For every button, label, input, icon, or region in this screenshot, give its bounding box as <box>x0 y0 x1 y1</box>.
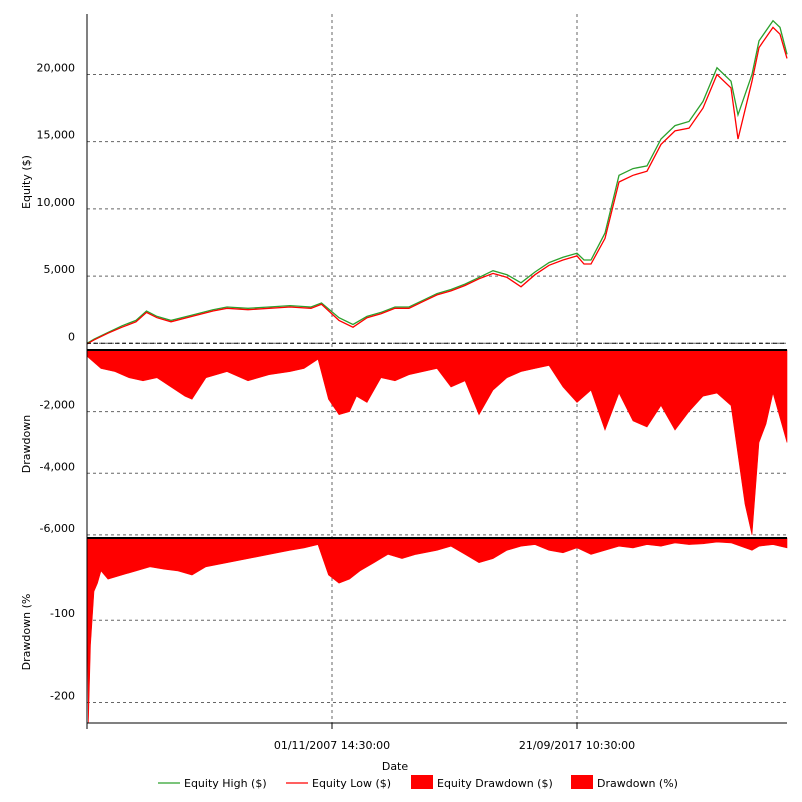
y-tick-label: -200 <box>50 689 75 702</box>
legend-label: Equity Drawdown ($) <box>437 777 553 790</box>
y-axis-title: Equity ($) <box>20 155 33 209</box>
grid-layer <box>86 14 787 723</box>
legend: Equity High ($) Equity Low ($) Equity Draw… <box>158 775 678 790</box>
y-tick-label: 15,000 <box>37 129 76 142</box>
y-axis-title: Drawdown (% <box>20 594 33 671</box>
axes-layer <box>86 14 787 729</box>
series-area-equity-drawdown- <box>86 349 788 535</box>
y-axis-title: Drawdown <box>20 415 33 473</box>
legend-label: Equity Low ($) <box>312 777 391 790</box>
labels-layer: 0 5,000 10,000 15,000 20,000 Equity ($) -2,000… <box>20 61 635 773</box>
x-axis-title: Date <box>382 760 409 773</box>
y-tick-label: 5,000 <box>44 263 76 276</box>
y-tick-label: -6,000 <box>40 522 75 535</box>
y-tick-label: -100 <box>50 607 75 620</box>
y-tick-label: 20,000 <box>37 61 76 74</box>
series-area-drawdown- <box>86 537 788 724</box>
series-line-equity-high- <box>86 19 788 344</box>
legend-swatch-box <box>571 775 593 789</box>
y-tick-label: -4,000 <box>40 460 75 473</box>
x-tick-label: 01/11/2007 14:30:00 <box>274 739 390 752</box>
y-tick-label: -2,000 <box>40 399 75 412</box>
legend-label: Equity High ($) <box>184 777 267 790</box>
x-tick-label: 21/09/2017 10:30:00 <box>519 739 635 752</box>
series-layer <box>86 19 788 724</box>
legend-label: Drawdown (%) <box>597 777 678 790</box>
y-tick-label: 0 <box>68 330 75 343</box>
series-line-equity-low- <box>86 26 788 345</box>
legend-swatch-box <box>411 775 433 789</box>
y-tick-label: 10,000 <box>37 196 76 209</box>
